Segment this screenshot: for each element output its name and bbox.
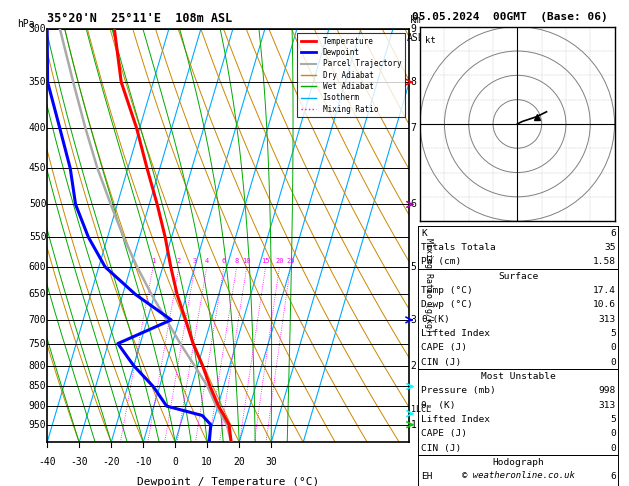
Text: 0: 0 bbox=[172, 457, 178, 467]
Text: 900: 900 bbox=[29, 401, 47, 411]
Text: 15: 15 bbox=[262, 258, 270, 264]
Text: ASL: ASL bbox=[407, 34, 425, 43]
Text: θₑ(K): θₑ(K) bbox=[421, 314, 450, 324]
Text: 998: 998 bbox=[599, 386, 616, 396]
Text: 5: 5 bbox=[411, 262, 416, 272]
Text: Pressure (mb): Pressure (mb) bbox=[421, 386, 496, 396]
Text: 1: 1 bbox=[151, 258, 155, 264]
Text: 300: 300 bbox=[29, 24, 47, 34]
Text: © weatheronline.co.uk: © weatheronline.co.uk bbox=[462, 470, 575, 480]
Text: Hodograph: Hodograph bbox=[493, 458, 544, 467]
Text: 1LCL: 1LCL bbox=[411, 405, 431, 415]
Text: 20: 20 bbox=[233, 457, 245, 467]
Text: 35°20'N  25°11'E  108m ASL: 35°20'N 25°11'E 108m ASL bbox=[47, 12, 233, 25]
Text: km: km bbox=[410, 15, 422, 25]
Text: 6: 6 bbox=[610, 472, 616, 482]
Text: Surface: Surface bbox=[498, 272, 538, 281]
Text: θₑ (K): θₑ (K) bbox=[421, 400, 456, 410]
Text: 1.58: 1.58 bbox=[593, 257, 616, 266]
Text: 17.4: 17.4 bbox=[593, 286, 616, 295]
Text: K: K bbox=[421, 228, 427, 238]
Text: CAPE (J): CAPE (J) bbox=[421, 429, 467, 438]
Text: 500: 500 bbox=[29, 199, 47, 209]
Text: 950: 950 bbox=[29, 419, 47, 430]
Text: Mixing Ratio (g/kg): Mixing Ratio (g/kg) bbox=[424, 238, 433, 333]
Text: 750: 750 bbox=[29, 339, 47, 348]
Text: 2: 2 bbox=[411, 361, 416, 371]
Text: PW (cm): PW (cm) bbox=[421, 257, 462, 266]
Text: 350: 350 bbox=[29, 77, 47, 87]
Text: 7: 7 bbox=[411, 123, 416, 133]
Text: CAPE (J): CAPE (J) bbox=[421, 343, 467, 352]
Text: 25: 25 bbox=[286, 258, 294, 264]
Text: Lifted Index: Lifted Index bbox=[421, 415, 491, 424]
Text: Lifted Index: Lifted Index bbox=[421, 329, 491, 338]
Text: 10: 10 bbox=[201, 457, 213, 467]
Text: 700: 700 bbox=[29, 315, 47, 325]
Text: 9: 9 bbox=[411, 24, 416, 34]
Text: 850: 850 bbox=[29, 382, 47, 392]
Text: 1: 1 bbox=[411, 419, 416, 430]
Text: Dewpoint / Temperature (°C): Dewpoint / Temperature (°C) bbox=[137, 477, 319, 486]
Text: 10.6: 10.6 bbox=[593, 300, 616, 310]
Text: 0: 0 bbox=[610, 343, 616, 352]
Text: 450: 450 bbox=[29, 163, 47, 174]
Text: 800: 800 bbox=[29, 361, 47, 371]
Text: 8: 8 bbox=[235, 258, 239, 264]
Text: 5: 5 bbox=[610, 415, 616, 424]
Text: 313: 313 bbox=[599, 314, 616, 324]
Text: -10: -10 bbox=[135, 457, 152, 467]
Text: 600: 600 bbox=[29, 262, 47, 272]
Text: Most Unstable: Most Unstable bbox=[481, 372, 555, 381]
Text: 5: 5 bbox=[610, 329, 616, 338]
Text: 6: 6 bbox=[411, 199, 416, 209]
Text: 0: 0 bbox=[610, 444, 616, 453]
Text: 35: 35 bbox=[604, 243, 616, 252]
Text: 3: 3 bbox=[193, 258, 197, 264]
Text: 6: 6 bbox=[610, 228, 616, 238]
Text: 6: 6 bbox=[222, 258, 226, 264]
Text: 8: 8 bbox=[411, 77, 416, 87]
Text: hPa: hPa bbox=[16, 19, 35, 29]
Text: 3: 3 bbox=[411, 315, 416, 325]
Text: kt: kt bbox=[425, 36, 436, 46]
Text: -40: -40 bbox=[38, 457, 56, 467]
Text: 400: 400 bbox=[29, 123, 47, 133]
Text: 650: 650 bbox=[29, 290, 47, 299]
Text: 313: 313 bbox=[599, 400, 616, 410]
Text: 10: 10 bbox=[242, 258, 251, 264]
Text: 20: 20 bbox=[276, 258, 284, 264]
Text: 05.05.2024  00GMT  (Base: 06): 05.05.2024 00GMT (Base: 06) bbox=[412, 12, 608, 22]
Text: CIN (J): CIN (J) bbox=[421, 358, 462, 367]
Legend: Temperature, Dewpoint, Parcel Trajectory, Dry Adiabat, Wet Adiabat, Isotherm, Mi: Temperature, Dewpoint, Parcel Trajectory… bbox=[298, 33, 405, 117]
Text: 30: 30 bbox=[265, 457, 277, 467]
Text: Temp (°C): Temp (°C) bbox=[421, 286, 473, 295]
Text: 0: 0 bbox=[610, 429, 616, 438]
Text: EH: EH bbox=[421, 472, 433, 482]
Text: 550: 550 bbox=[29, 232, 47, 242]
Text: -30: -30 bbox=[70, 457, 88, 467]
Text: Dewp (°C): Dewp (°C) bbox=[421, 300, 473, 310]
Text: CIN (J): CIN (J) bbox=[421, 444, 462, 453]
Text: Totals Totala: Totals Totala bbox=[421, 243, 496, 252]
Text: 2: 2 bbox=[177, 258, 181, 264]
Text: -20: -20 bbox=[103, 457, 120, 467]
Text: 4: 4 bbox=[204, 258, 209, 264]
Text: 0: 0 bbox=[610, 358, 616, 367]
